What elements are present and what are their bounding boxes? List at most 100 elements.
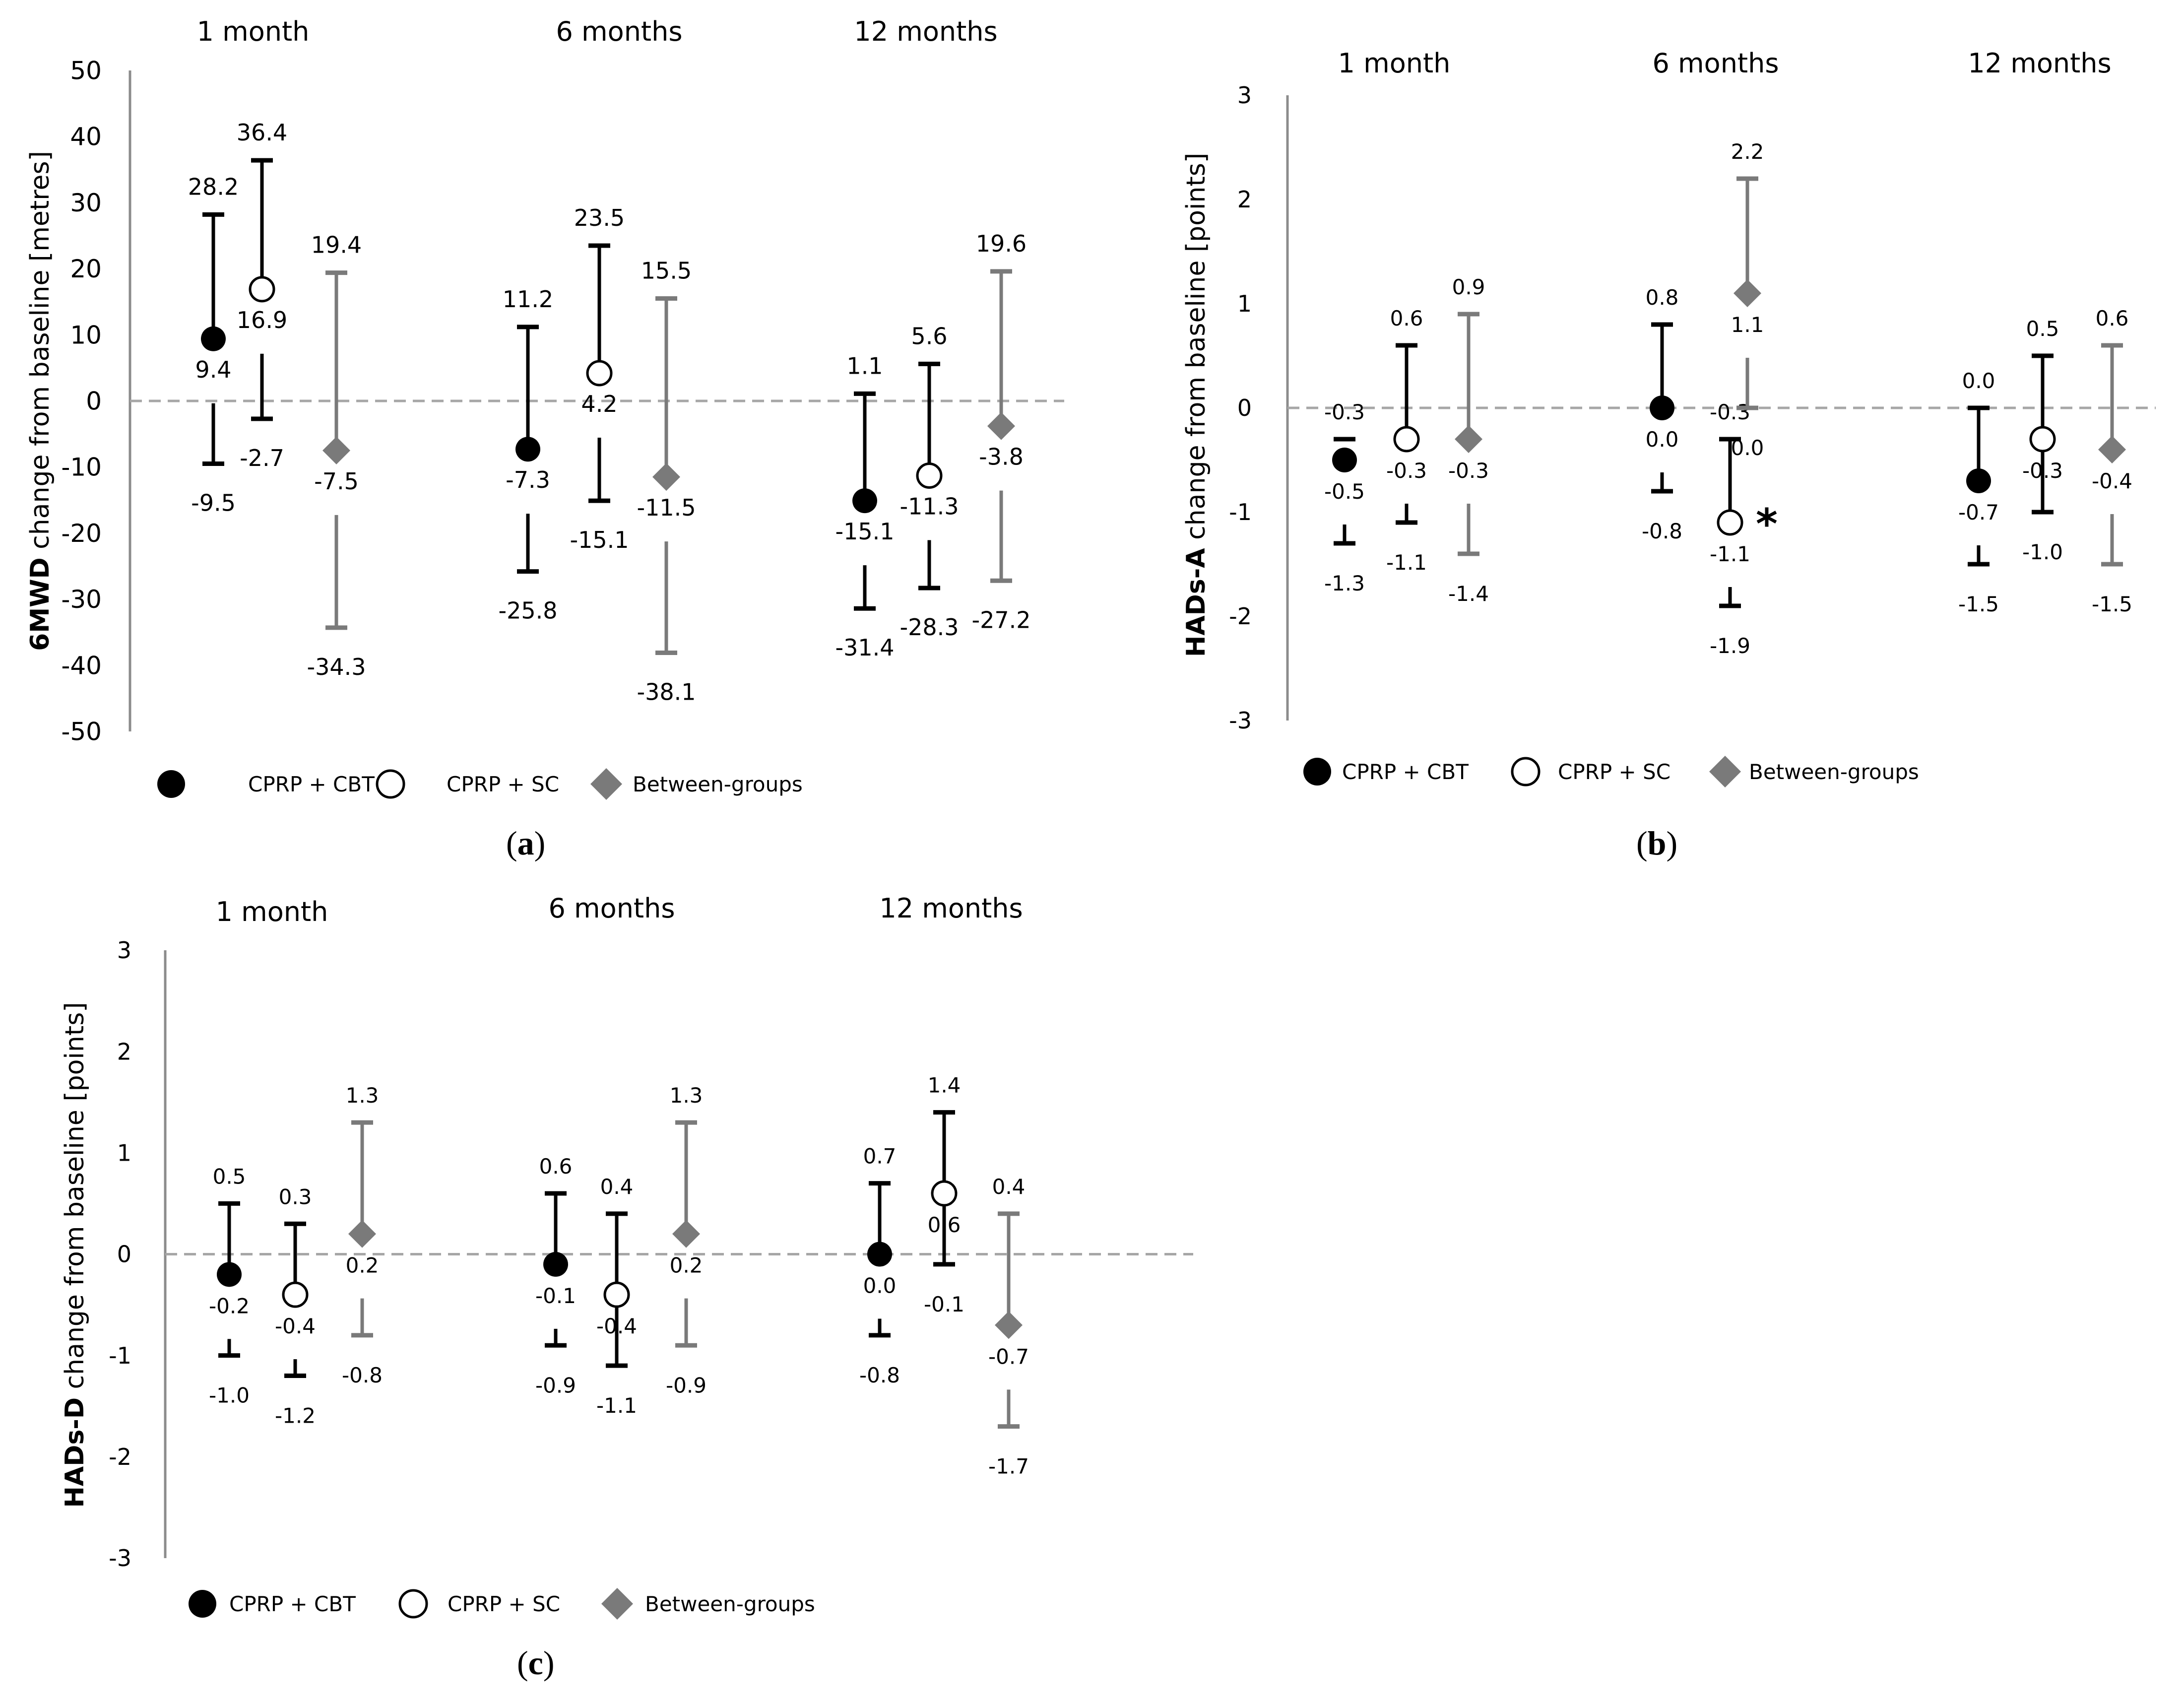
y-tick-label: -50 xyxy=(61,718,102,746)
point-estimate-label: -0.1 xyxy=(535,1284,576,1308)
lower-ci-label: -0.9 xyxy=(666,1373,707,1397)
lower-ci-label: 0.0 xyxy=(1731,436,1764,460)
point-estimate-label: 4.2 xyxy=(581,391,617,417)
upper-ci-label: 19.4 xyxy=(311,232,362,259)
y-tick-label: -2 xyxy=(1229,603,1252,630)
legend-sc-marker xyxy=(398,1589,428,1619)
y-tick-label: 20 xyxy=(70,255,102,283)
y-tick-label: 40 xyxy=(70,123,102,151)
point-estimate-label: 0.0 xyxy=(1646,427,1679,452)
point-estimate-label: -0.4 xyxy=(596,1314,637,1338)
point-estimate-label: -0.4 xyxy=(2092,469,2132,493)
sc-point xyxy=(931,1180,958,1207)
panel-label-a: (a) xyxy=(506,824,546,862)
cbt-point xyxy=(1650,395,1674,420)
y-tick-label: 30 xyxy=(70,189,102,217)
lower-ci-label: -0.8 xyxy=(342,1363,383,1387)
point-estimate-label: 16.9 xyxy=(237,307,287,333)
point-estimate-label: -7.3 xyxy=(506,466,550,493)
lower-ci-label: -1.1 xyxy=(1386,550,1427,575)
between-groups-point xyxy=(348,1220,376,1248)
legend-label: Between-groups xyxy=(645,1592,815,1616)
lower-ci-label: -1.0 xyxy=(2022,540,2063,564)
upper-ci-label: 2.2 xyxy=(1731,139,1764,164)
panel-label-b: (b) xyxy=(1636,824,1678,862)
y-tick-label: -1 xyxy=(1229,499,1252,525)
point-estimate-label: -0.2 xyxy=(209,1294,250,1318)
legend-label: Between-groups xyxy=(633,772,803,796)
sc-point xyxy=(249,276,275,303)
y-tick-label: -3 xyxy=(1229,707,1252,734)
between-groups-point xyxy=(652,463,680,491)
category-title: 6 months xyxy=(556,16,683,47)
legend-label: CPRP + SC xyxy=(1558,760,1670,784)
category-title: 6 months xyxy=(1653,48,1779,79)
y-tick-label: 1 xyxy=(117,1139,131,1166)
lower-ci-label: -1.5 xyxy=(1958,592,1999,616)
lower-ci-label: -1.3 xyxy=(1324,571,1365,595)
upper-ci-label: 0.5 xyxy=(2026,317,2059,341)
upper-ci-label: 0.3 xyxy=(279,1184,312,1209)
between-groups-point xyxy=(2098,436,2126,463)
lower-ci-label: -27.2 xyxy=(971,606,1030,633)
cbt-point xyxy=(1332,448,1357,472)
upper-ci-label: 23.5 xyxy=(574,204,625,231)
cbt-point xyxy=(852,488,877,514)
y-tick-label: -20 xyxy=(61,519,102,548)
category-title: 1 month xyxy=(197,16,310,47)
point-estimate-label: 0.2 xyxy=(346,1253,379,1278)
sc-point xyxy=(1717,509,1743,536)
point-estimate-label: -11.5 xyxy=(637,494,696,521)
point-estimate-label: 9.4 xyxy=(195,356,231,383)
lower-ci-label: -1.9 xyxy=(1710,634,1750,658)
upper-ci-label: 28.2 xyxy=(188,173,239,200)
between-groups-point xyxy=(995,1311,1023,1339)
cbt-point xyxy=(1966,468,1991,493)
between-groups-point xyxy=(1455,425,1482,453)
upper-ci-label: 19.6 xyxy=(976,230,1027,257)
legend-between-marker xyxy=(1709,756,1741,787)
point-estimate-label: -11.3 xyxy=(899,493,959,520)
cbt-point xyxy=(543,1251,568,1277)
between-groups-point xyxy=(322,436,350,464)
y-tick-label: 50 xyxy=(70,57,102,85)
lower-ci-label: -0.1 xyxy=(924,1292,964,1316)
point-estimate-label: -15.1 xyxy=(835,518,894,545)
point-estimate-label: -0.7 xyxy=(1958,500,1999,525)
legend-between-marker xyxy=(601,1588,633,1620)
lower-ci-label: -1.4 xyxy=(1448,582,1489,606)
sc-point xyxy=(282,1281,309,1308)
y-tick-label: -2 xyxy=(109,1444,131,1470)
legend-label: CPRP + CBT xyxy=(1342,760,1469,784)
y-tick-label: 3 xyxy=(1237,82,1252,109)
point-estimate-label: -0.3 xyxy=(1386,459,1427,483)
point-estimate-label: 1.1 xyxy=(1731,313,1764,337)
lower-ci-label: -9.5 xyxy=(191,490,236,517)
cbt-point xyxy=(201,326,226,351)
y-axis-title-measure: HADs-D xyxy=(60,1397,90,1508)
y-tick-label: 0 xyxy=(1237,394,1252,421)
upper-ci-label: 0.9 xyxy=(1452,275,1485,299)
lower-ci-label: -38.1 xyxy=(637,678,696,705)
point-estimate-label: -7.5 xyxy=(314,468,359,495)
upper-ci-label: 36.4 xyxy=(237,119,287,146)
lower-ci-label: -25.8 xyxy=(498,597,557,624)
y-tick-label: -40 xyxy=(61,651,102,680)
y-tick-label: 1 xyxy=(1237,290,1252,317)
y-axis-title-unit: change from baseline [metres] xyxy=(25,151,55,557)
point-estimate-label: -0.5 xyxy=(1324,479,1365,504)
point-estimate-label: 0.6 xyxy=(928,1213,961,1237)
y-tick-label: -10 xyxy=(61,453,102,482)
legend-between-marker xyxy=(590,768,622,800)
y-tick-label: -30 xyxy=(61,585,102,614)
lower-ci-label: -0.9 xyxy=(535,1373,576,1397)
category-title: 12 months xyxy=(1968,48,2111,79)
legend-cbt-marker xyxy=(1303,758,1331,786)
between-groups-point xyxy=(987,412,1015,440)
point-estimate-label: -3.8 xyxy=(979,444,1024,470)
legend-label: CPRP + SC xyxy=(447,772,559,796)
lower-ci-label: -34.3 xyxy=(307,654,366,680)
legend-label: CPRP + SC xyxy=(448,1592,560,1616)
point-estimate-label: -1.1 xyxy=(1710,542,1750,566)
